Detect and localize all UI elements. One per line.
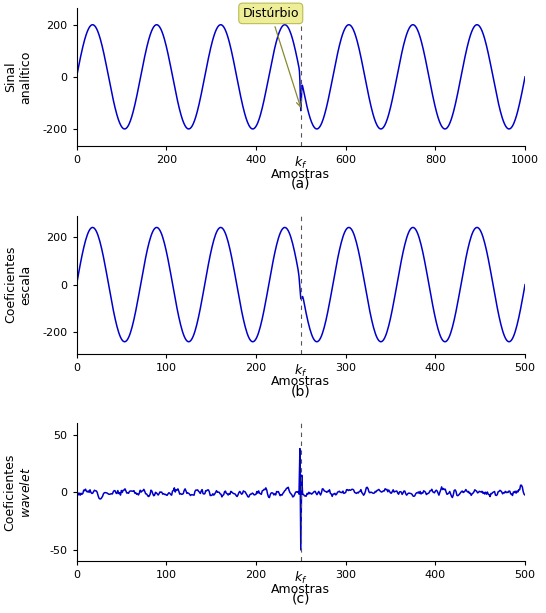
- Text: Coeficientes
escala: Coeficientes escala: [4, 246, 32, 323]
- Text: Coeficientes
$\it{wavelet}$: Coeficientes $\it{wavelet}$: [4, 454, 33, 531]
- Text: (b): (b): [291, 384, 311, 398]
- Text: $k_f$: $k_f$: [294, 155, 307, 171]
- Text: $k_f$: $k_f$: [294, 363, 307, 379]
- X-axis label: Amostras: Amostras: [271, 583, 330, 596]
- X-axis label: Amostras: Amostras: [271, 375, 330, 389]
- Text: Distúrbio: Distúrbio: [242, 7, 301, 107]
- X-axis label: Amostras: Amostras: [271, 168, 330, 181]
- Text: (c): (c): [292, 592, 310, 606]
- Text: Sinal
analítico: Sinal analítico: [4, 50, 32, 104]
- Text: $k_f$: $k_f$: [294, 570, 307, 587]
- Text: (a): (a): [291, 177, 311, 190]
